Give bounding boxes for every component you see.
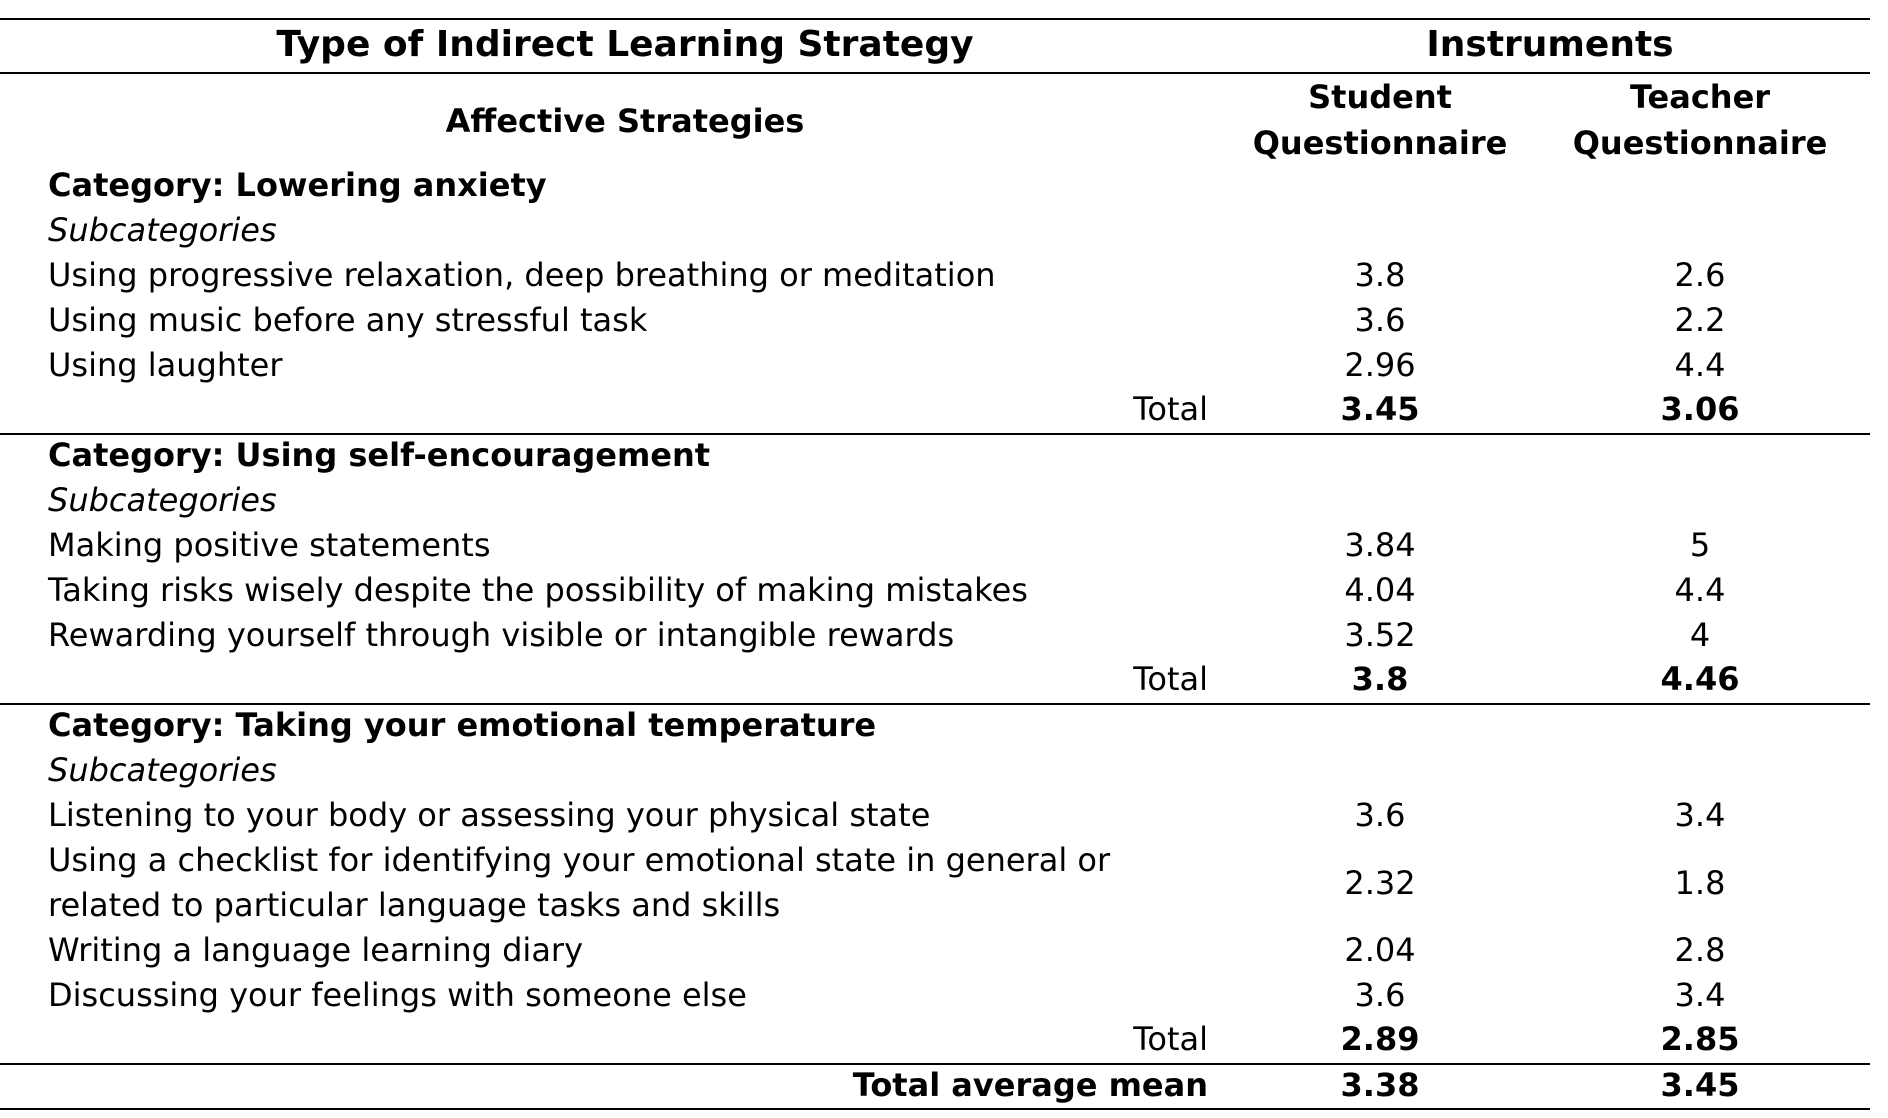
- row-label: Writing a language learning diary: [48, 931, 584, 969]
- total-student: 3.8: [1351, 660, 1409, 698]
- row-label: Listening to your body or assessing your…: [48, 796, 931, 834]
- student-value: 3.6: [1354, 796, 1406, 834]
- bottom-rule: [0, 1108, 1870, 1110]
- total-teacher: 4.46: [1660, 660, 1740, 698]
- teacher-header-line1: Teacher: [1629, 78, 1771, 116]
- total-label: Total: [1133, 660, 1208, 698]
- student-value: 3.52: [1344, 616, 1416, 654]
- type-title: Type of Indirect Learning Strategy: [276, 24, 974, 65]
- teacher-value: 1.8: [1674, 864, 1726, 902]
- total-teacher: 2.85: [1660, 1020, 1740, 1058]
- row-label: Using a checklist for identifying your e…: [48, 841, 1111, 879]
- total-student: 2.89: [1340, 1020, 1420, 1058]
- subcategories-label: Subcategories: [48, 211, 277, 249]
- teacher-value: 2.2: [1674, 301, 1726, 339]
- total-average-label: Total average mean: [852, 1066, 1208, 1104]
- affective-title: Affective Strategies: [445, 102, 805, 140]
- category-title: Category: Using self-encouragement: [48, 436, 711, 474]
- row-label: Taking risks wisely despite the possibil…: [48, 571, 1028, 609]
- category-title: Category: Taking your emotional temperat…: [48, 706, 877, 744]
- student-value: 4.04: [1344, 571, 1416, 609]
- teacher-value: 4.4: [1674, 346, 1726, 384]
- row-label: Using music before any stressful task: [48, 301, 648, 339]
- group1-rule: [0, 433, 1870, 435]
- category-title: Category: Lowering anxiety: [48, 166, 547, 204]
- instruments-title: Instruments: [1426, 24, 1674, 65]
- student-value: 3.6: [1354, 301, 1406, 339]
- total-label: Total: [1133, 390, 1208, 428]
- row-label: Making positive statements: [48, 526, 491, 564]
- row-label: Rewarding yourself through visible or in…: [48, 616, 955, 654]
- student-value: 3.84: [1344, 526, 1416, 564]
- total-average-teacher: 3.45: [1660, 1066, 1740, 1104]
- instruments-rule: [1230, 72, 1870, 74]
- row-label: Using laughter: [48, 346, 283, 384]
- teacher-header-line2: Questionnaire: [1572, 124, 1828, 162]
- row-label-continued: related to particular language tasks and…: [48, 886, 781, 924]
- student-header-line1: Student: [1308, 78, 1452, 116]
- header-left-rule: [0, 72, 1230, 74]
- total-teacher: 3.06: [1660, 390, 1740, 428]
- student-value: 3.8: [1354, 256, 1406, 294]
- total-label: Total: [1133, 1020, 1208, 1058]
- row-label: Using progressive relaxation, deep breat…: [48, 256, 996, 294]
- subcategories-label: Subcategories: [48, 751, 277, 789]
- teacher-value: 4: [1689, 616, 1711, 654]
- teacher-value: 2.8: [1674, 931, 1726, 969]
- group2-rule: [0, 703, 1870, 705]
- student-value: 2.32: [1344, 864, 1416, 902]
- total-student: 3.45: [1340, 390, 1420, 428]
- teacher-value: 3.4: [1674, 976, 1726, 1014]
- group3-rule: [0, 1063, 1870, 1065]
- teacher-value: 2.6: [1674, 256, 1726, 294]
- total-average-student: 3.38: [1340, 1066, 1420, 1104]
- teacher-value: 5: [1689, 526, 1711, 564]
- student-value: 2.96: [1344, 346, 1416, 384]
- student-value: 3.6: [1354, 976, 1406, 1014]
- teacher-value: 4.4: [1674, 571, 1726, 609]
- subcategories-label: Subcategories: [48, 481, 277, 519]
- teacher-value: 3.4: [1674, 796, 1726, 834]
- top-rule: [0, 18, 1870, 20]
- student-value: 2.04: [1344, 931, 1416, 969]
- row-label: Discussing your feelings with someone el…: [48, 976, 747, 1014]
- student-header-line2: Questionnaire: [1252, 124, 1508, 162]
